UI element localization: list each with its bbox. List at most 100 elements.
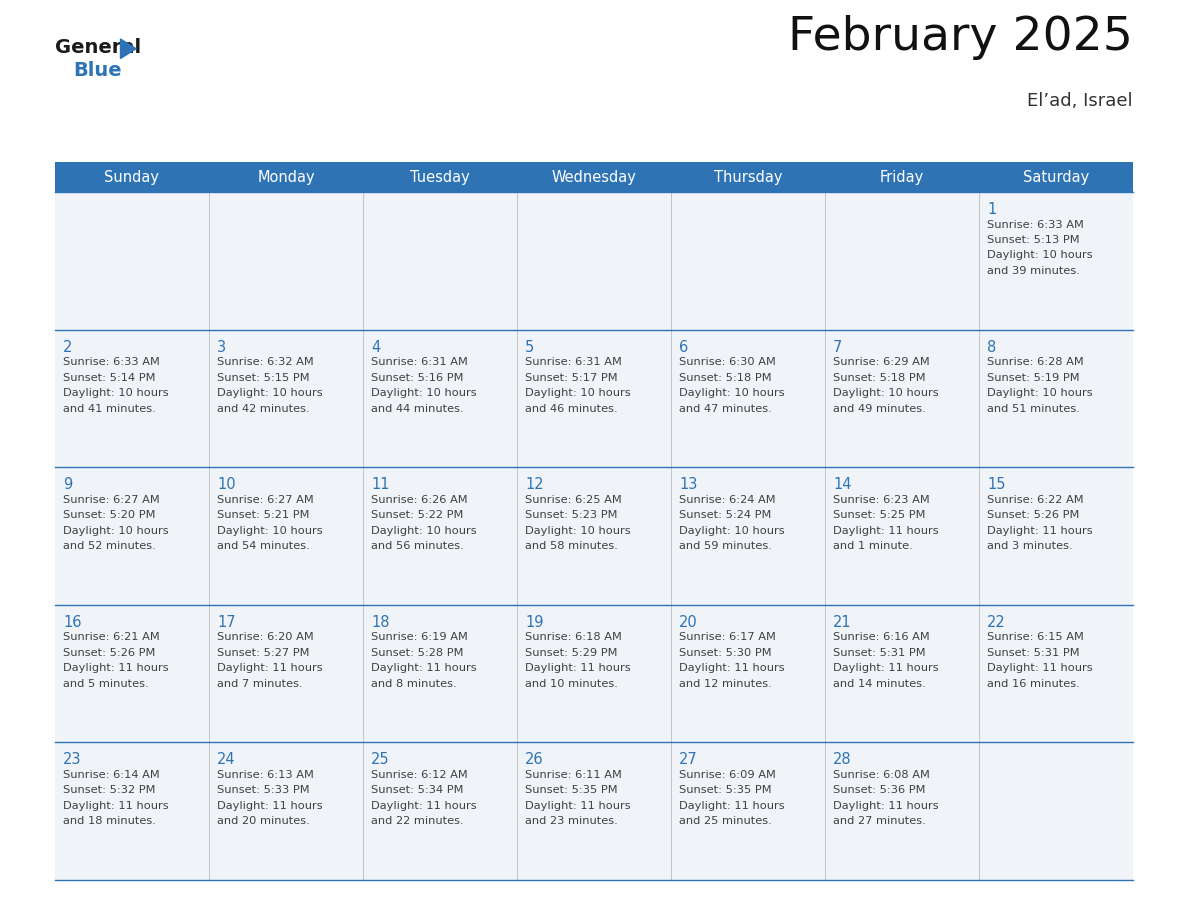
Text: Sunset: 5:13 PM: Sunset: 5:13 PM	[987, 235, 1080, 245]
Text: General: General	[55, 38, 141, 57]
Text: Sunset: 5:35 PM: Sunset: 5:35 PM	[680, 786, 772, 795]
Text: Sunrise: 6:23 AM: Sunrise: 6:23 AM	[833, 495, 930, 505]
Text: Sunrise: 6:28 AM: Sunrise: 6:28 AM	[987, 357, 1083, 367]
Text: Daylight: 11 hours: Daylight: 11 hours	[525, 800, 631, 811]
Text: Sunset: 5:31 PM: Sunset: 5:31 PM	[987, 648, 1080, 658]
Text: Sunrise: 6:08 AM: Sunrise: 6:08 AM	[833, 770, 930, 780]
Text: 17: 17	[217, 615, 235, 630]
Text: 24: 24	[217, 753, 235, 767]
Text: and 12 minutes.: and 12 minutes.	[680, 678, 772, 688]
Text: Daylight: 11 hours: Daylight: 11 hours	[63, 664, 169, 673]
Text: 6: 6	[680, 340, 688, 354]
Text: 23: 23	[63, 753, 82, 767]
Text: Sunrise: 6:19 AM: Sunrise: 6:19 AM	[371, 633, 468, 643]
Text: and 42 minutes.: and 42 minutes.	[217, 404, 310, 414]
Text: Sunrise: 6:29 AM: Sunrise: 6:29 AM	[833, 357, 930, 367]
Text: Sunset: 5:28 PM: Sunset: 5:28 PM	[371, 648, 463, 658]
Text: 4: 4	[371, 340, 380, 354]
Text: Daylight: 10 hours: Daylight: 10 hours	[680, 526, 784, 536]
Text: Sunrise: 6:16 AM: Sunrise: 6:16 AM	[833, 633, 930, 643]
Text: Sunrise: 6:20 AM: Sunrise: 6:20 AM	[217, 633, 314, 643]
Text: Sunrise: 6:31 AM: Sunrise: 6:31 AM	[371, 357, 468, 367]
Text: Daylight: 11 hours: Daylight: 11 hours	[680, 664, 784, 673]
Text: Sunrise: 6:24 AM: Sunrise: 6:24 AM	[680, 495, 776, 505]
Text: Sunrise: 6:17 AM: Sunrise: 6:17 AM	[680, 633, 776, 643]
Text: Sunset: 5:25 PM: Sunset: 5:25 PM	[833, 510, 925, 521]
Text: Daylight: 10 hours: Daylight: 10 hours	[987, 388, 1093, 398]
Bar	[55, 330, 1133, 467]
Text: 22: 22	[987, 615, 1006, 630]
Text: and 14 minutes.: and 14 minutes.	[833, 678, 925, 688]
Text: 7: 7	[833, 340, 842, 354]
Text: Sunset: 5:36 PM: Sunset: 5:36 PM	[833, 786, 925, 795]
Bar	[55, 162, 1133, 192]
Text: Sunrise: 6:18 AM: Sunrise: 6:18 AM	[525, 633, 621, 643]
Text: Sunrise: 6:22 AM: Sunrise: 6:22 AM	[987, 495, 1083, 505]
Text: and 16 minutes.: and 16 minutes.	[987, 678, 1080, 688]
Bar	[55, 467, 1133, 605]
Text: Daylight: 11 hours: Daylight: 11 hours	[833, 664, 939, 673]
Text: Daylight: 11 hours: Daylight: 11 hours	[525, 664, 631, 673]
Text: Daylight: 11 hours: Daylight: 11 hours	[63, 800, 169, 811]
Text: Sunset: 5:22 PM: Sunset: 5:22 PM	[371, 510, 463, 521]
Text: Sunset: 5:16 PM: Sunset: 5:16 PM	[371, 373, 463, 383]
Text: Sunset: 5:20 PM: Sunset: 5:20 PM	[63, 510, 156, 521]
Text: and 18 minutes.: and 18 minutes.	[63, 816, 156, 826]
Text: Saturday: Saturday	[1023, 170, 1089, 185]
Text: 16: 16	[63, 615, 82, 630]
Text: Daylight: 10 hours: Daylight: 10 hours	[371, 526, 476, 536]
Text: Sunrise: 6:21 AM: Sunrise: 6:21 AM	[63, 633, 159, 643]
Text: Sunrise: 6:33 AM: Sunrise: 6:33 AM	[63, 357, 160, 367]
Text: and 1 minute.: and 1 minute.	[833, 542, 912, 551]
Text: 10: 10	[217, 477, 235, 492]
Text: Daylight: 10 hours: Daylight: 10 hours	[833, 388, 939, 398]
Text: Sunset: 5:34 PM: Sunset: 5:34 PM	[371, 786, 463, 795]
Text: February 2025: February 2025	[788, 15, 1133, 60]
Text: Daylight: 10 hours: Daylight: 10 hours	[217, 388, 323, 398]
Text: and 23 minutes.: and 23 minutes.	[525, 816, 618, 826]
Text: and 41 minutes.: and 41 minutes.	[63, 404, 156, 414]
Text: Daylight: 10 hours: Daylight: 10 hours	[63, 388, 169, 398]
Polygon shape	[120, 39, 135, 59]
Bar	[55, 605, 1133, 743]
Text: and 3 minutes.: and 3 minutes.	[987, 542, 1073, 551]
Text: Sunset: 5:15 PM: Sunset: 5:15 PM	[217, 373, 310, 383]
Text: 27: 27	[680, 753, 697, 767]
Text: Sunset: 5:17 PM: Sunset: 5:17 PM	[525, 373, 618, 383]
Text: Sunset: 5:30 PM: Sunset: 5:30 PM	[680, 648, 772, 658]
Text: Daylight: 10 hours: Daylight: 10 hours	[371, 388, 476, 398]
Bar	[55, 192, 1133, 330]
Text: Daylight: 11 hours: Daylight: 11 hours	[371, 800, 476, 811]
Text: and 52 minutes.: and 52 minutes.	[63, 542, 156, 551]
Text: and 58 minutes.: and 58 minutes.	[525, 542, 618, 551]
Text: Sunset: 5:27 PM: Sunset: 5:27 PM	[217, 648, 310, 658]
Text: 28: 28	[833, 753, 852, 767]
Text: and 54 minutes.: and 54 minutes.	[217, 542, 310, 551]
Text: Daylight: 11 hours: Daylight: 11 hours	[987, 664, 1093, 673]
Text: and 7 minutes.: and 7 minutes.	[217, 678, 303, 688]
Text: and 20 minutes.: and 20 minutes.	[217, 816, 310, 826]
Text: 20: 20	[680, 615, 697, 630]
Text: Daylight: 10 hours: Daylight: 10 hours	[63, 526, 169, 536]
Text: Sunrise: 6:15 AM: Sunrise: 6:15 AM	[987, 633, 1083, 643]
Text: and 25 minutes.: and 25 minutes.	[680, 816, 772, 826]
Text: Sunset: 5:24 PM: Sunset: 5:24 PM	[680, 510, 771, 521]
Text: Daylight: 10 hours: Daylight: 10 hours	[217, 526, 323, 536]
Text: 13: 13	[680, 477, 697, 492]
Text: Daylight: 10 hours: Daylight: 10 hours	[680, 388, 784, 398]
Text: Sunset: 5:31 PM: Sunset: 5:31 PM	[833, 648, 925, 658]
Text: Sunrise: 6:25 AM: Sunrise: 6:25 AM	[525, 495, 621, 505]
Text: Sunset: 5:21 PM: Sunset: 5:21 PM	[217, 510, 310, 521]
Text: 18: 18	[371, 615, 390, 630]
Text: 26: 26	[525, 753, 544, 767]
Text: Sunrise: 6:27 AM: Sunrise: 6:27 AM	[217, 495, 314, 505]
Text: and 44 minutes.: and 44 minutes.	[371, 404, 463, 414]
Text: Sunrise: 6:30 AM: Sunrise: 6:30 AM	[680, 357, 776, 367]
Text: Sunday: Sunday	[105, 170, 159, 185]
Text: 25: 25	[371, 753, 390, 767]
Text: 12: 12	[525, 477, 544, 492]
Text: Sunrise: 6:27 AM: Sunrise: 6:27 AM	[63, 495, 159, 505]
Text: Wednesday: Wednesday	[551, 170, 637, 185]
Text: Sunset: 5:18 PM: Sunset: 5:18 PM	[833, 373, 925, 383]
Text: Tuesday: Tuesday	[410, 170, 470, 185]
